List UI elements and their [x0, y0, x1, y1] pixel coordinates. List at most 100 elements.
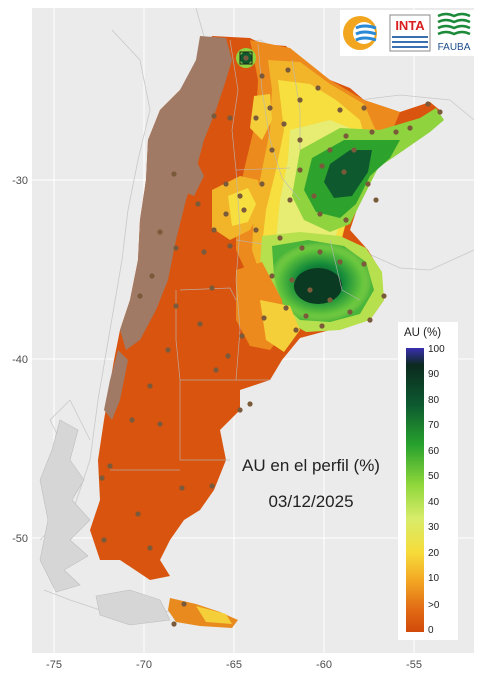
station-dot [319, 323, 325, 329]
station-dot [327, 297, 333, 303]
station-dot [319, 163, 325, 169]
station-dot [135, 511, 141, 517]
station-dot [407, 125, 413, 131]
station-dot [157, 421, 163, 427]
x-tick-label: -55 [406, 659, 422, 671]
station-dot [299, 245, 305, 251]
logos-graphic: INTA FAUBA [343, 12, 471, 53]
legend-label: 20 [428, 548, 440, 559]
station-dot [269, 147, 275, 153]
station-dot [289, 277, 295, 283]
station-dot [201, 249, 207, 255]
station-dot [337, 107, 343, 113]
station-dot [351, 147, 357, 153]
station-dot [197, 321, 203, 327]
x-tick-label: -65 [226, 659, 242, 671]
station-dot [157, 229, 163, 235]
legend-label: 30 [428, 522, 440, 533]
station-dot [281, 121, 287, 127]
y-tick-label: -30 [12, 175, 28, 187]
station-dot [285, 67, 291, 73]
station-dot [315, 85, 321, 91]
fauba-logo-text: FAUBA [438, 42, 471, 53]
legend-label: 0 [428, 625, 434, 636]
station-dot [225, 353, 231, 359]
legend-label: 80 [428, 395, 440, 406]
station-dot [343, 217, 349, 223]
andes-mask [120, 36, 232, 350]
station-dot [259, 181, 265, 187]
station-dot [283, 305, 289, 311]
station-dot [303, 313, 309, 319]
x-tick-label: -60 [316, 659, 332, 671]
station-dot [253, 115, 259, 121]
station-dot [277, 235, 283, 241]
x-axis: -75 -70 -65 -60 -55 [46, 659, 422, 671]
station-dot [209, 483, 215, 489]
station-dot [393, 129, 399, 135]
station-dot [211, 113, 217, 119]
station-dot [227, 115, 233, 121]
chile-coast [39, 419, 171, 626]
station-dot [343, 133, 349, 139]
station-dot [147, 545, 153, 551]
legend-label: >0 [428, 600, 440, 611]
y-tick-label: -50 [12, 533, 28, 545]
station-dot [149, 273, 155, 279]
station-dot [327, 147, 333, 153]
map-date: 03/12/2025 [268, 492, 354, 511]
station-dot [171, 621, 177, 627]
station-dot [347, 309, 353, 315]
legend-label: 70 [428, 420, 440, 431]
station-markers [99, 55, 443, 627]
station-dot [361, 261, 367, 267]
station-dot [243, 55, 249, 61]
station-dot [287, 197, 293, 203]
legend-colorbar [406, 348, 424, 632]
station-dot [269, 273, 275, 279]
y-axis: -30 -40 -50 [12, 175, 28, 545]
station-dot [213, 367, 219, 373]
station-dot [223, 181, 229, 187]
station-dot [311, 193, 317, 199]
station-dot [297, 167, 303, 173]
station-dot [367, 317, 373, 323]
legend-title: AU (%) [404, 327, 442, 339]
station-dot [227, 243, 233, 249]
station-dot [107, 463, 113, 469]
station-dot [261, 315, 267, 321]
station-dot [259, 73, 265, 79]
legend-label: 60 [428, 446, 440, 457]
station-dot [101, 537, 107, 543]
station-dot [173, 303, 179, 309]
legend-label: 90 [428, 369, 440, 380]
station-dot [147, 383, 153, 389]
x-tick-label: -75 [46, 659, 62, 671]
station-dot [209, 285, 215, 291]
station-dot [361, 105, 367, 111]
station-dot [129, 417, 135, 423]
legend-label: 40 [428, 497, 440, 508]
station-dot [341, 169, 347, 175]
station-dot [437, 109, 443, 115]
station-dot [365, 181, 371, 187]
legend-label: 10 [428, 573, 440, 584]
station-dot [211, 227, 217, 233]
station-dot [173, 245, 179, 251]
y-tick-label: -40 [12, 354, 28, 366]
inta-logo-text: INTA [395, 18, 425, 33]
station-dot [165, 347, 171, 353]
station-dot [307, 287, 313, 293]
station-dot [99, 475, 105, 481]
station-dot [237, 407, 243, 413]
station-dot [317, 249, 323, 255]
station-dot [381, 293, 387, 299]
station-dot [171, 171, 177, 177]
station-dot [241, 207, 247, 213]
station-dot [373, 197, 379, 203]
legend-label: 100 [428, 344, 445, 355]
station-dot [293, 327, 299, 333]
station-dot [369, 129, 375, 135]
station-dot [223, 211, 229, 217]
